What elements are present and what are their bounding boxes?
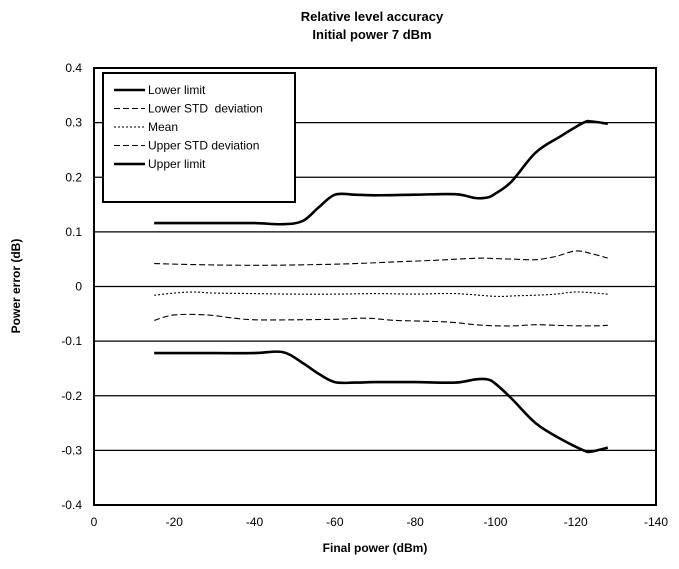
y-tick-label: 0.1 <box>65 225 82 239</box>
series-line <box>154 350 609 454</box>
plot-area <box>93 67 657 506</box>
y-tick-label: 0.4 <box>65 61 82 75</box>
x-tick-label: -120 <box>564 515 588 529</box>
series-line <box>154 250 608 266</box>
series-lines <box>154 119 609 454</box>
y-axis-label: Power error (dB) <box>9 239 23 334</box>
series-line <box>154 119 608 226</box>
x-tick-label: -40 <box>246 515 264 529</box>
legend-label: Lower limit <box>148 83 206 97</box>
y-tick-label: 0.2 <box>65 170 82 184</box>
y-tick-label: 0.3 <box>65 116 82 130</box>
chart-subtitle: Initial power 7 dBm <box>312 27 431 42</box>
x-tick-label: -60 <box>326 515 344 529</box>
y-tick-label: -0.2 <box>61 389 82 403</box>
y-tick-labels: 0.4 0.3 0.2 0.1 0 -0.1 -0.2 -0.3 -0.4 <box>61 61 82 512</box>
y-tick-label: -0.4 <box>61 498 82 512</box>
y-tick-label: -0.3 <box>61 443 82 457</box>
x-axis-label: Final power (dBm) <box>323 541 428 555</box>
legend: Lower limit Lower STD deviation Mean Upper … <box>102 72 296 203</box>
x-tick-label: 0 <box>91 515 98 529</box>
x-tick-label: -20 <box>166 515 184 529</box>
legend-label: Upper limit <box>148 157 206 171</box>
legend-label: Lower STD deviation <box>148 102 263 116</box>
series-line <box>154 313 608 327</box>
x-tick-labels: 0 -20 -40 -60 -80 -100 -120 -140 <box>91 515 669 529</box>
y-tick-label: 0 <box>75 280 82 294</box>
series-line <box>154 291 608 297</box>
legend-box <box>102 72 296 203</box>
x-tick-label: -100 <box>483 515 507 529</box>
legend-label: Upper STD deviation <box>148 139 259 153</box>
chart-title: Relative level accuracy <box>301 9 444 24</box>
x-tick-label: -140 <box>644 515 668 529</box>
x-tick-label: -80 <box>406 515 424 529</box>
legend-label: Mean <box>148 120 178 134</box>
y-tick-label: -0.1 <box>61 334 82 348</box>
